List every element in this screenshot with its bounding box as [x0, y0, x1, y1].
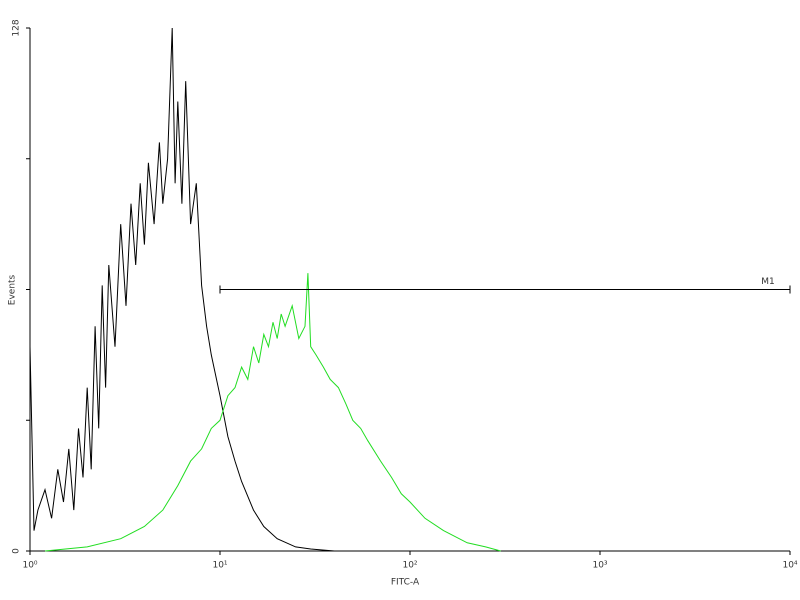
y-tick-label: 128 — [12, 19, 22, 36]
x-tick-label: 10³ — [592, 561, 607, 571]
y-axis-label: Events — [8, 274, 18, 305]
x-tick-label: 10⁴ — [782, 561, 797, 571]
y-tick-label: 0 — [12, 548, 22, 554]
histogram-line — [29, 27, 335, 552]
histogram-line — [44, 273, 501, 552]
x-tick-label: 10² — [402, 561, 417, 571]
marker-label: M1 — [761, 277, 775, 287]
x-tick-label: 10¹ — [212, 561, 227, 571]
x-tick-label: 10⁰ — [22, 561, 37, 571]
x-axis-label: FITC-A — [391, 578, 420, 588]
